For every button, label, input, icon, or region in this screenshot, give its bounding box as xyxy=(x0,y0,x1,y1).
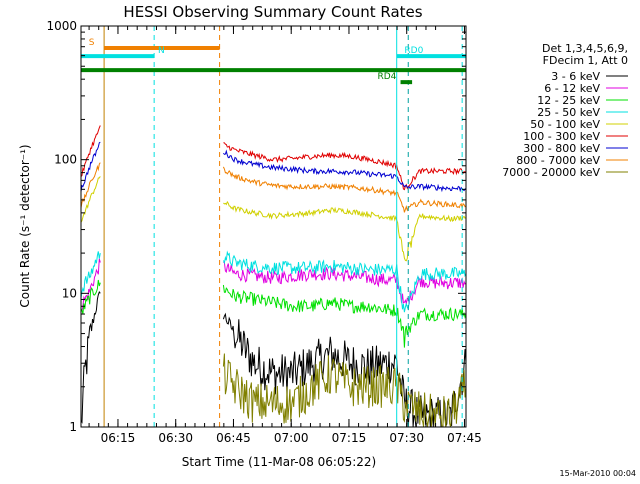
series-line-2-segment-1 xyxy=(222,284,466,348)
series-line-5-segment-1 xyxy=(223,142,466,191)
x-tick-label-2: 06:45 xyxy=(216,431,251,445)
x-tick-label-3: 07:00 xyxy=(274,431,309,445)
series-line-4-segment-0 xyxy=(81,176,101,223)
legend-entry-label-4: 50 - 100 keV xyxy=(530,118,600,131)
legend-entry-label-0: 3 - 6 keV xyxy=(551,70,600,83)
series-line-5-segment-0 xyxy=(81,125,101,178)
flag-label-3: RD0 xyxy=(404,46,423,56)
series-line-3-segment-1 xyxy=(222,250,466,313)
series-line-3-segment-0 xyxy=(81,251,101,299)
flag-label-4: RD4 xyxy=(377,72,396,82)
series-line-7-segment-0 xyxy=(81,162,101,208)
y-tick-label-0: 1 xyxy=(69,420,77,434)
legend: Det 1,3,4,5,6,9,FDecim 1, Att 0 3 - 6 keV… xyxy=(502,42,628,179)
y-tick-label-1: 10 xyxy=(62,286,77,300)
timestamp-footer: 15-Mar-2010 00:04 xyxy=(560,469,637,478)
x-tick-label-1: 06:30 xyxy=(158,431,193,445)
series-line-1-segment-1 xyxy=(223,261,466,305)
legend-entry-label-7: 800 - 7000 keV xyxy=(516,154,600,167)
y-axis-label: Count Rate (s⁻¹ detector⁻¹) xyxy=(18,144,32,307)
plot-frame xyxy=(80,25,467,428)
x-tick-label-6: 07:45 xyxy=(447,431,482,445)
flag-label-0: S xyxy=(89,38,95,48)
series-line-1-segment-0 xyxy=(81,258,101,312)
series-line-4-segment-1 xyxy=(223,200,466,262)
series-line-8-segment-0 xyxy=(222,353,466,427)
y-tick-label-2: 100 xyxy=(54,153,77,167)
legend-entry-label-2: 12 - 25 keV xyxy=(537,94,600,107)
x-tick-label-5: 07:30 xyxy=(389,431,424,445)
x-tick-label-4: 07:15 xyxy=(332,431,367,445)
flag-label-1: N xyxy=(158,46,165,56)
y-tick-label-3: 1000 xyxy=(46,19,77,33)
legend-entry-label-8: 7000 - 20000 keV xyxy=(502,166,600,179)
legend-entry-label-1: 6 - 12 keV xyxy=(544,82,600,95)
series-group xyxy=(81,125,466,427)
legend-header-1: FDecim 1, Att 0 xyxy=(543,54,628,67)
chart-title: HESSI Observing Summary Count Rates xyxy=(123,3,422,21)
legend-header-0: Det 1,3,4,5,6,9, xyxy=(542,42,628,55)
series-line-6-segment-0 xyxy=(81,141,101,192)
legend-entry-label-6: 300 - 800 keV xyxy=(523,142,600,155)
plot-area: S N RD0 RD4 06:15 06:30 06:45 07:00 07:15 07:30 07… xyxy=(46,19,481,445)
series-line-7-segment-1 xyxy=(222,166,466,213)
series-line-2-segment-0 xyxy=(81,279,101,315)
series-line-6-segment-1 xyxy=(223,149,466,193)
series-line-0-segment-0 xyxy=(81,290,101,424)
legend-entry-label-5: 100 - 300 keV xyxy=(523,130,600,143)
x-axis-label: Start Time (11-Mar-08 06:05:22) xyxy=(182,455,376,469)
x-tick-label-0: 06:15 xyxy=(101,431,136,445)
legend-entry-label-3: 25 - 50 keV xyxy=(537,106,600,119)
